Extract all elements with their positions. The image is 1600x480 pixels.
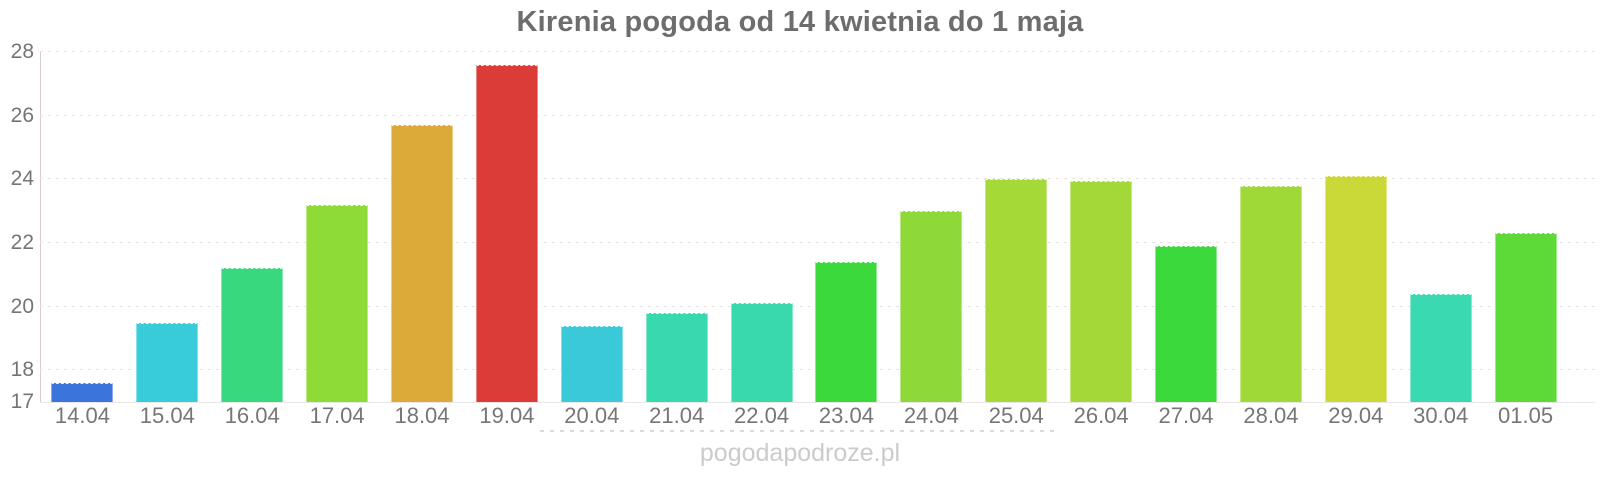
x-tick-label-21.04: 21.04 (649, 403, 705, 428)
bar-25.04[interactable] (985, 179, 1048, 402)
x-tick-label-26.04: 26.04 (1073, 403, 1129, 428)
x-tick-label-22.04: 22.04 (734, 403, 790, 428)
gridline-22 (40, 241, 1595, 243)
x-tick-label-28.04: 28.04 (1243, 403, 1299, 428)
x-tick-label-24.04: 24.04 (903, 403, 959, 428)
gridline-26 (40, 114, 1595, 116)
bar-24.04[interactable] (900, 211, 963, 402)
x-tick-label-16.04: 16.04 (224, 403, 280, 428)
bar-slot-01.05 (1483, 52, 1568, 402)
bar-17.04[interactable] (306, 204, 369, 402)
x-tick-label-27.04: 27.04 (1158, 403, 1214, 428)
bars-container (40, 52, 1568, 402)
bar-slot-23.04 (804, 52, 889, 402)
gridline-24 (40, 178, 1595, 180)
bar-slot-19.04 (464, 52, 549, 402)
bar-slot-22.04 (719, 52, 804, 402)
bar-slot-24.04 (889, 52, 974, 402)
y-axis-labels: 17 18 20 22 24 26 28 (0, 41, 34, 413)
bar-slot-21.04 (634, 52, 719, 402)
x-tick-label-30.04: 30.04 (1413, 403, 1469, 428)
footer-separator-line (540, 430, 1060, 432)
chart-footer: pogodapodroze.pl (540, 430, 1060, 468)
bar-28.04[interactable] (1239, 185, 1302, 402)
bar-14.04[interactable] (51, 382, 114, 402)
bar-16.04[interactable] (221, 268, 284, 402)
bar-slot-27.04 (1144, 52, 1229, 402)
x-tick-label-17.04: 17.04 (309, 403, 365, 428)
bar-slot-14.04 (40, 52, 125, 402)
gridline-28 (40, 51, 1595, 52)
bar-slot-16.04 (210, 52, 295, 402)
x-tick-label-25.04: 25.04 (988, 403, 1044, 428)
bar-slot-20.04 (549, 52, 634, 402)
bar-slot-15.04 (125, 52, 210, 402)
bar-22.04[interactable] (730, 303, 793, 402)
watermark: pogodapodroze.pl (699, 439, 901, 467)
plot-area (40, 51, 1595, 402)
y-tick-label-26: 26 (10, 103, 34, 127)
x-tick-label-15.04: 15.04 (139, 403, 195, 428)
x-tick-label-29.04: 29.04 (1328, 403, 1384, 428)
y-tick-label-17: 17 (10, 390, 34, 413)
x-axis-baseline (40, 402, 1595, 403)
bar-19.04[interactable] (475, 64, 538, 402)
y-tick-label-18: 18 (10, 358, 34, 382)
bar-20.04[interactable] (560, 325, 623, 402)
bar-01.05[interactable] (1494, 233, 1557, 402)
bar-slot-18.04 (380, 52, 465, 402)
x-tick-label-18.04: 18.04 (394, 403, 450, 428)
chart-title: Kirenia pogoda od 14 kwietnia do 1 maja (516, 6, 1084, 38)
bar-27.04[interactable] (1155, 246, 1218, 402)
y-tick-label-20: 20 (10, 294, 34, 318)
bar-slot-28.04 (1228, 52, 1313, 402)
x-tick-label-19.04: 19.04 (479, 403, 535, 428)
bar-slot-25.04 (974, 52, 1059, 402)
bar-slot-29.04 (1313, 52, 1398, 402)
y-tick-label-22: 22 (10, 230, 34, 254)
bar-slot-26.04 (1059, 52, 1144, 402)
bar-29.04[interactable] (1324, 176, 1387, 402)
bar-23.04[interactable] (815, 262, 878, 402)
bar-21.04[interactable] (645, 312, 708, 402)
x-tick-label-23.04: 23.04 (818, 403, 874, 428)
x-tick-label-01.05: 01.05 (1498, 403, 1554, 428)
x-tick-label-20.04: 20.04 (564, 403, 620, 428)
y-tick-label-28: 28 (10, 40, 34, 63)
y-tick-label-24: 24 (10, 167, 34, 191)
bar-15.04[interactable] (136, 322, 199, 402)
bar-slot-30.04 (1398, 52, 1483, 402)
x-axis-labels: 14.04 15.04 16.04 17.04 18.04 19.04 20.04 21.04… (40, 403, 1568, 429)
x-tick-label-14.04: 14.04 (54, 403, 110, 428)
bar-26.04[interactable] (1070, 180, 1133, 402)
bar-slot-17.04 (295, 52, 380, 402)
y-axis-line (40, 52, 41, 403)
bar-30.04[interactable] (1409, 293, 1472, 402)
bar-18.04[interactable] (391, 125, 453, 402)
